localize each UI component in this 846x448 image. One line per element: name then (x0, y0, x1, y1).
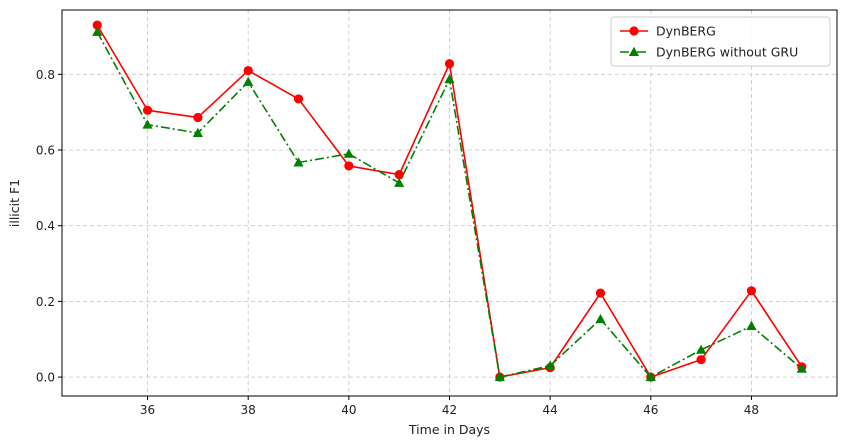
x-tick-label: 36 (140, 403, 155, 417)
data-point (142, 119, 153, 129)
axis-ticks: 36 38 40 42 44 46 48 0.0 0.2 0.4 0.6 0.8 (36, 68, 759, 417)
legend-label: DynBERG (656, 24, 716, 39)
data-point (494, 371, 505, 382)
legend-entry: DynBERG without GRU (620, 45, 798, 60)
y-tick-label: 0.4 (36, 219, 55, 233)
x-tick-label: 48 (744, 403, 759, 417)
data-point (796, 363, 807, 373)
data-point (394, 177, 405, 187)
legend-marker (629, 26, 639, 36)
legend-label: DynBERG without GRU (656, 45, 798, 60)
data-point (142, 105, 153, 115)
data-point (192, 127, 203, 137)
data-point (696, 344, 707, 354)
data-point (545, 360, 556, 370)
legend-marker (628, 46, 640, 56)
data-point (193, 112, 203, 123)
data-point (645, 371, 656, 382)
y-tick-label: 0.2 (36, 295, 55, 309)
data-point (746, 286, 757, 296)
y-tick-label: 0.8 (36, 68, 55, 82)
data-point (293, 157, 304, 167)
y-tick-label: 0.6 (36, 144, 55, 158)
data-point (746, 320, 757, 330)
series-area (92, 20, 807, 382)
data-point (344, 161, 354, 171)
data-point (293, 94, 304, 104)
y-tick-label: 0.0 (36, 371, 55, 385)
legend: DynBERG DynBERG without GRU (610, 16, 831, 67)
x-tick-label: 46 (643, 403, 658, 417)
data-point (696, 355, 706, 365)
data-point (444, 74, 455, 84)
x-tick-label: 40 (341, 403, 356, 417)
x-axis-title: Time in Days (408, 422, 490, 437)
x-tick-label: 38 (241, 403, 256, 417)
data-point (343, 148, 354, 158)
legend-entry: DynBERG (620, 24, 716, 39)
data-point (595, 288, 606, 298)
x-tick-label: 42 (442, 403, 457, 417)
data-point (92, 26, 103, 36)
data-point (595, 313, 606, 324)
y-axis-title: illicit F1 (7, 179, 22, 227)
legend-box (610, 16, 831, 67)
data-point (243, 65, 253, 76)
data-point (243, 76, 254, 86)
series-2 (92, 26, 807, 382)
data-point (444, 59, 455, 69)
x-tick-label: 44 (543, 403, 558, 417)
